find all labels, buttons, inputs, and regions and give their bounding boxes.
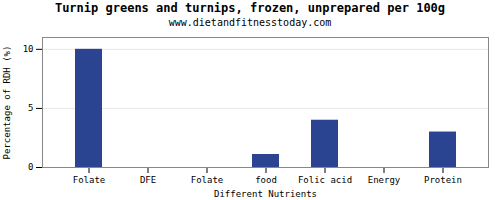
- svg-text:Different Nutrients: Different Nutrients: [214, 189, 317, 199]
- svg-text:Folate: Folate: [73, 175, 106, 185]
- svg-text:10: 10: [23, 44, 34, 54]
- svg-text:Protein: Protein: [424, 175, 462, 185]
- svg-text:5: 5: [28, 103, 33, 113]
- svg-text:food: food: [255, 175, 277, 185]
- svg-text:Percentage of RDH (%): Percentage of RDH (%): [2, 46, 12, 160]
- html-text:Turnip greens and turnips, fro: Turnip greens and turnips, frozen, unpre…: [54, 1, 446, 15]
- html-text:www.dietandfitnesstoday.com: www.dietandfitnesstoday.com: [168, 17, 332, 28]
- svg-text:0: 0: [28, 162, 33, 172]
- svg-text:Folic acid: Folic acid: [298, 175, 352, 185]
- svg-text:Folate: Folate: [191, 175, 224, 185]
- svg-text:DFE: DFE: [140, 175, 156, 185]
- svg-text:Energy: Energy: [368, 175, 401, 185]
